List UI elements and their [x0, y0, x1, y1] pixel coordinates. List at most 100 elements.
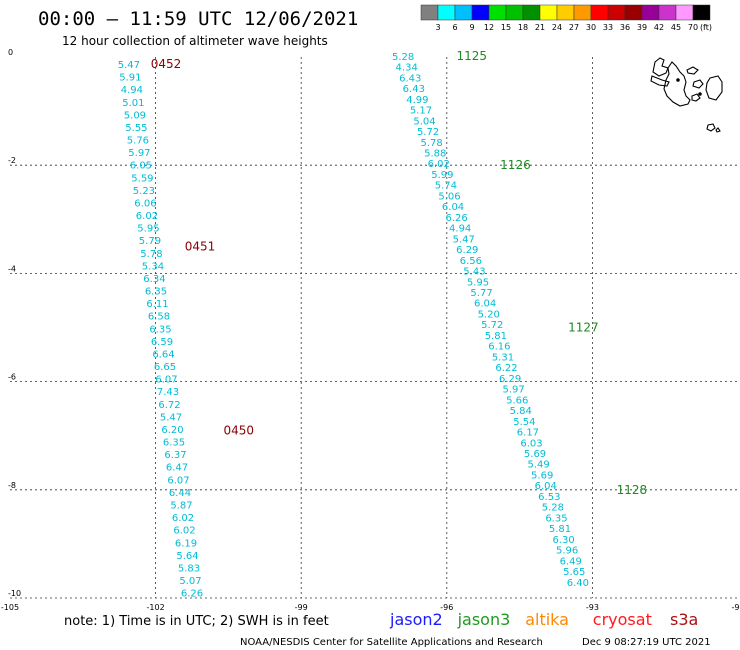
color-swatch — [420, 4, 439, 21]
wave-height-value: 4.94 — [449, 224, 471, 235]
wave-height-value: 5.78 — [421, 138, 443, 149]
wave-height-value: 6.37 — [164, 450, 186, 461]
wave-height-value: 6.17 — [517, 428, 539, 439]
wave-height-value: 6.72 — [158, 400, 180, 411]
x-tick-label: -93 — [586, 603, 599, 612]
legend-item-altika: altika — [525, 610, 569, 629]
wave-height-value: 5.49 — [527, 460, 549, 471]
satellite-tracks: 5.475.914.945.015.095.555.765.976.055.59… — [118, 49, 647, 600]
footer-note: note: 1) Time is in UTC; 2) SWH is in fe… — [64, 614, 329, 629]
wave-height-value: 6.02 — [136, 211, 158, 222]
legend-item-jason3: jason3 — [457, 610, 511, 629]
wave-height-value: 6.19 — [175, 538, 197, 549]
color-swatch — [692, 4, 711, 21]
color-swatch — [539, 4, 558, 21]
wave-height-value: 5.83 — [178, 563, 200, 574]
wave-height-value: 6.64 — [152, 349, 174, 360]
plot-area: -105 -102 -99 -96 -93 -90 0 -2 -4 -6 -8 -10 — [1, 48, 740, 612]
wave-height-value: 6.02 — [173, 526, 195, 537]
color-scale-label: 15 — [501, 23, 511, 32]
wave-height-value: 5.87 — [170, 500, 192, 511]
wave-height-value: 6.35 — [149, 324, 171, 335]
wave-height-value: 5.20 — [478, 309, 500, 320]
x-tick-label: -99 — [295, 603, 308, 612]
footer-timestamp: Dec 9 08:27:19 UTC 2021 — [582, 637, 711, 648]
wave-height-value: 5.69 — [524, 449, 546, 460]
color-scale-label: 45 — [671, 23, 681, 32]
color-swatch — [437, 4, 456, 21]
wave-height-value: 6.53 — [538, 492, 560, 503]
color-swatch — [641, 4, 660, 21]
color-scale-unit: (ft) — [700, 23, 712, 32]
wave-height-value: 6.29 — [499, 374, 521, 385]
color-scale-label: 30 — [586, 23, 596, 32]
color-scale-label: 33 — [603, 23, 613, 32]
wave-height-value: 5.65 — [563, 567, 585, 578]
color-swatch — [624, 4, 643, 21]
wave-height-value: 6.65 — [154, 362, 176, 373]
wave-height-value: 5.01 — [122, 98, 144, 109]
y-tick-label: -10 — [8, 589, 21, 598]
wave-height-value: 6.07 — [155, 375, 177, 386]
pass-time-label: 1128 — [617, 483, 648, 497]
color-swatch — [607, 4, 626, 21]
wave-height-value: 7.43 — [157, 387, 179, 398]
wave-height-value: 5.31 — [492, 352, 514, 363]
wave-height-value: 6.58 — [148, 312, 170, 323]
wave-height-value: 6.07 — [167, 475, 189, 486]
wave-height-value: 5.59 — [131, 173, 153, 184]
y-tick-label: -2 — [8, 156, 16, 165]
color-swatch — [658, 4, 677, 21]
wave-height-value: 5.28 — [392, 52, 414, 63]
wave-height-value: 5.97 — [503, 385, 525, 396]
wave-height-value: 5.47 — [453, 234, 475, 245]
color-swatch — [556, 4, 575, 21]
page-title: 00:00 — 11:59 UTC 12/06/2021 — [38, 8, 358, 30]
wave-height-value: 6.22 — [495, 363, 517, 374]
x-tick-label: -90 — [731, 603, 740, 612]
wave-height-value: 6.26 — [181, 589, 203, 600]
x-tick-label: -96 — [440, 603, 453, 612]
wave-height-value: 6.43 — [399, 73, 421, 84]
wave-height-value: 4.34 — [396, 63, 418, 74]
wave-height-value: 6.26 — [445, 213, 467, 224]
pass-time-label: 0452 — [151, 57, 182, 71]
wave-height-value: 5.76 — [127, 136, 149, 147]
wave-height-value: 5.99 — [431, 170, 453, 181]
wave-height-value: 6.04 — [474, 299, 496, 310]
wave-height-value: 6.35 — [145, 287, 167, 298]
wave-height-value: 6.03 — [520, 438, 542, 449]
wave-height-value: 5.23 — [133, 186, 155, 197]
legend-item-cryosat: cryosat — [593, 610, 652, 629]
wave-height-value: 5.74 — [435, 181, 457, 192]
pass-time-label: 0450 — [224, 423, 255, 437]
color-swatch — [675, 4, 694, 21]
wave-height-value: 5.43 — [463, 267, 485, 278]
wave-height-value: 5.79 — [139, 236, 161, 247]
y-tick-label: -8 — [8, 481, 16, 490]
pass-time-label: 0451 — [185, 239, 216, 253]
y-tick-label: 0 — [8, 48, 13, 57]
x-axis-ticks: -105 -102 -99 -96 -93 -90 — [1, 603, 740, 612]
track-s3a: 5.47 5.914.94 5.015.09 5.55 5.765.97 6.055.59… — [118, 57, 254, 600]
wave-height-value: 5.91 — [119, 73, 141, 84]
wave-height-value: 4.99 — [406, 95, 428, 106]
color-scale-label: 3 — [435, 23, 440, 32]
wave-height-value: 6.04 — [535, 481, 557, 492]
wave-height-value: 5.47 — [118, 60, 140, 71]
wave-height-value: 6.44 — [169, 488, 191, 499]
wave-height-value: 6.49 — [560, 556, 582, 567]
color-scale: 3 6 9 12 15 18 21 24 27 30 33 36 39 42 45 70 (ft) — [420, 4, 712, 32]
legend-item-s3a: s3a — [670, 610, 698, 629]
wave-height-value: 6.02 — [428, 159, 450, 170]
wave-height-value: 5.28 — [542, 503, 564, 514]
wave-height-value: 6.56 — [460, 256, 482, 267]
color-scale-label: 24 — [552, 23, 562, 32]
wave-height-value: 5.81 — [485, 331, 507, 342]
color-scale-label: 27 — [569, 23, 579, 32]
wave-height-value: 6.59 — [151, 337, 173, 348]
color-scale-label: 12 — [484, 23, 494, 32]
x-tick-label: -102 — [147, 603, 165, 612]
color-swatch — [488, 4, 507, 21]
track-jason3: 5.284.346.436.434.995.175.045.725.785.88… — [392, 49, 647, 589]
